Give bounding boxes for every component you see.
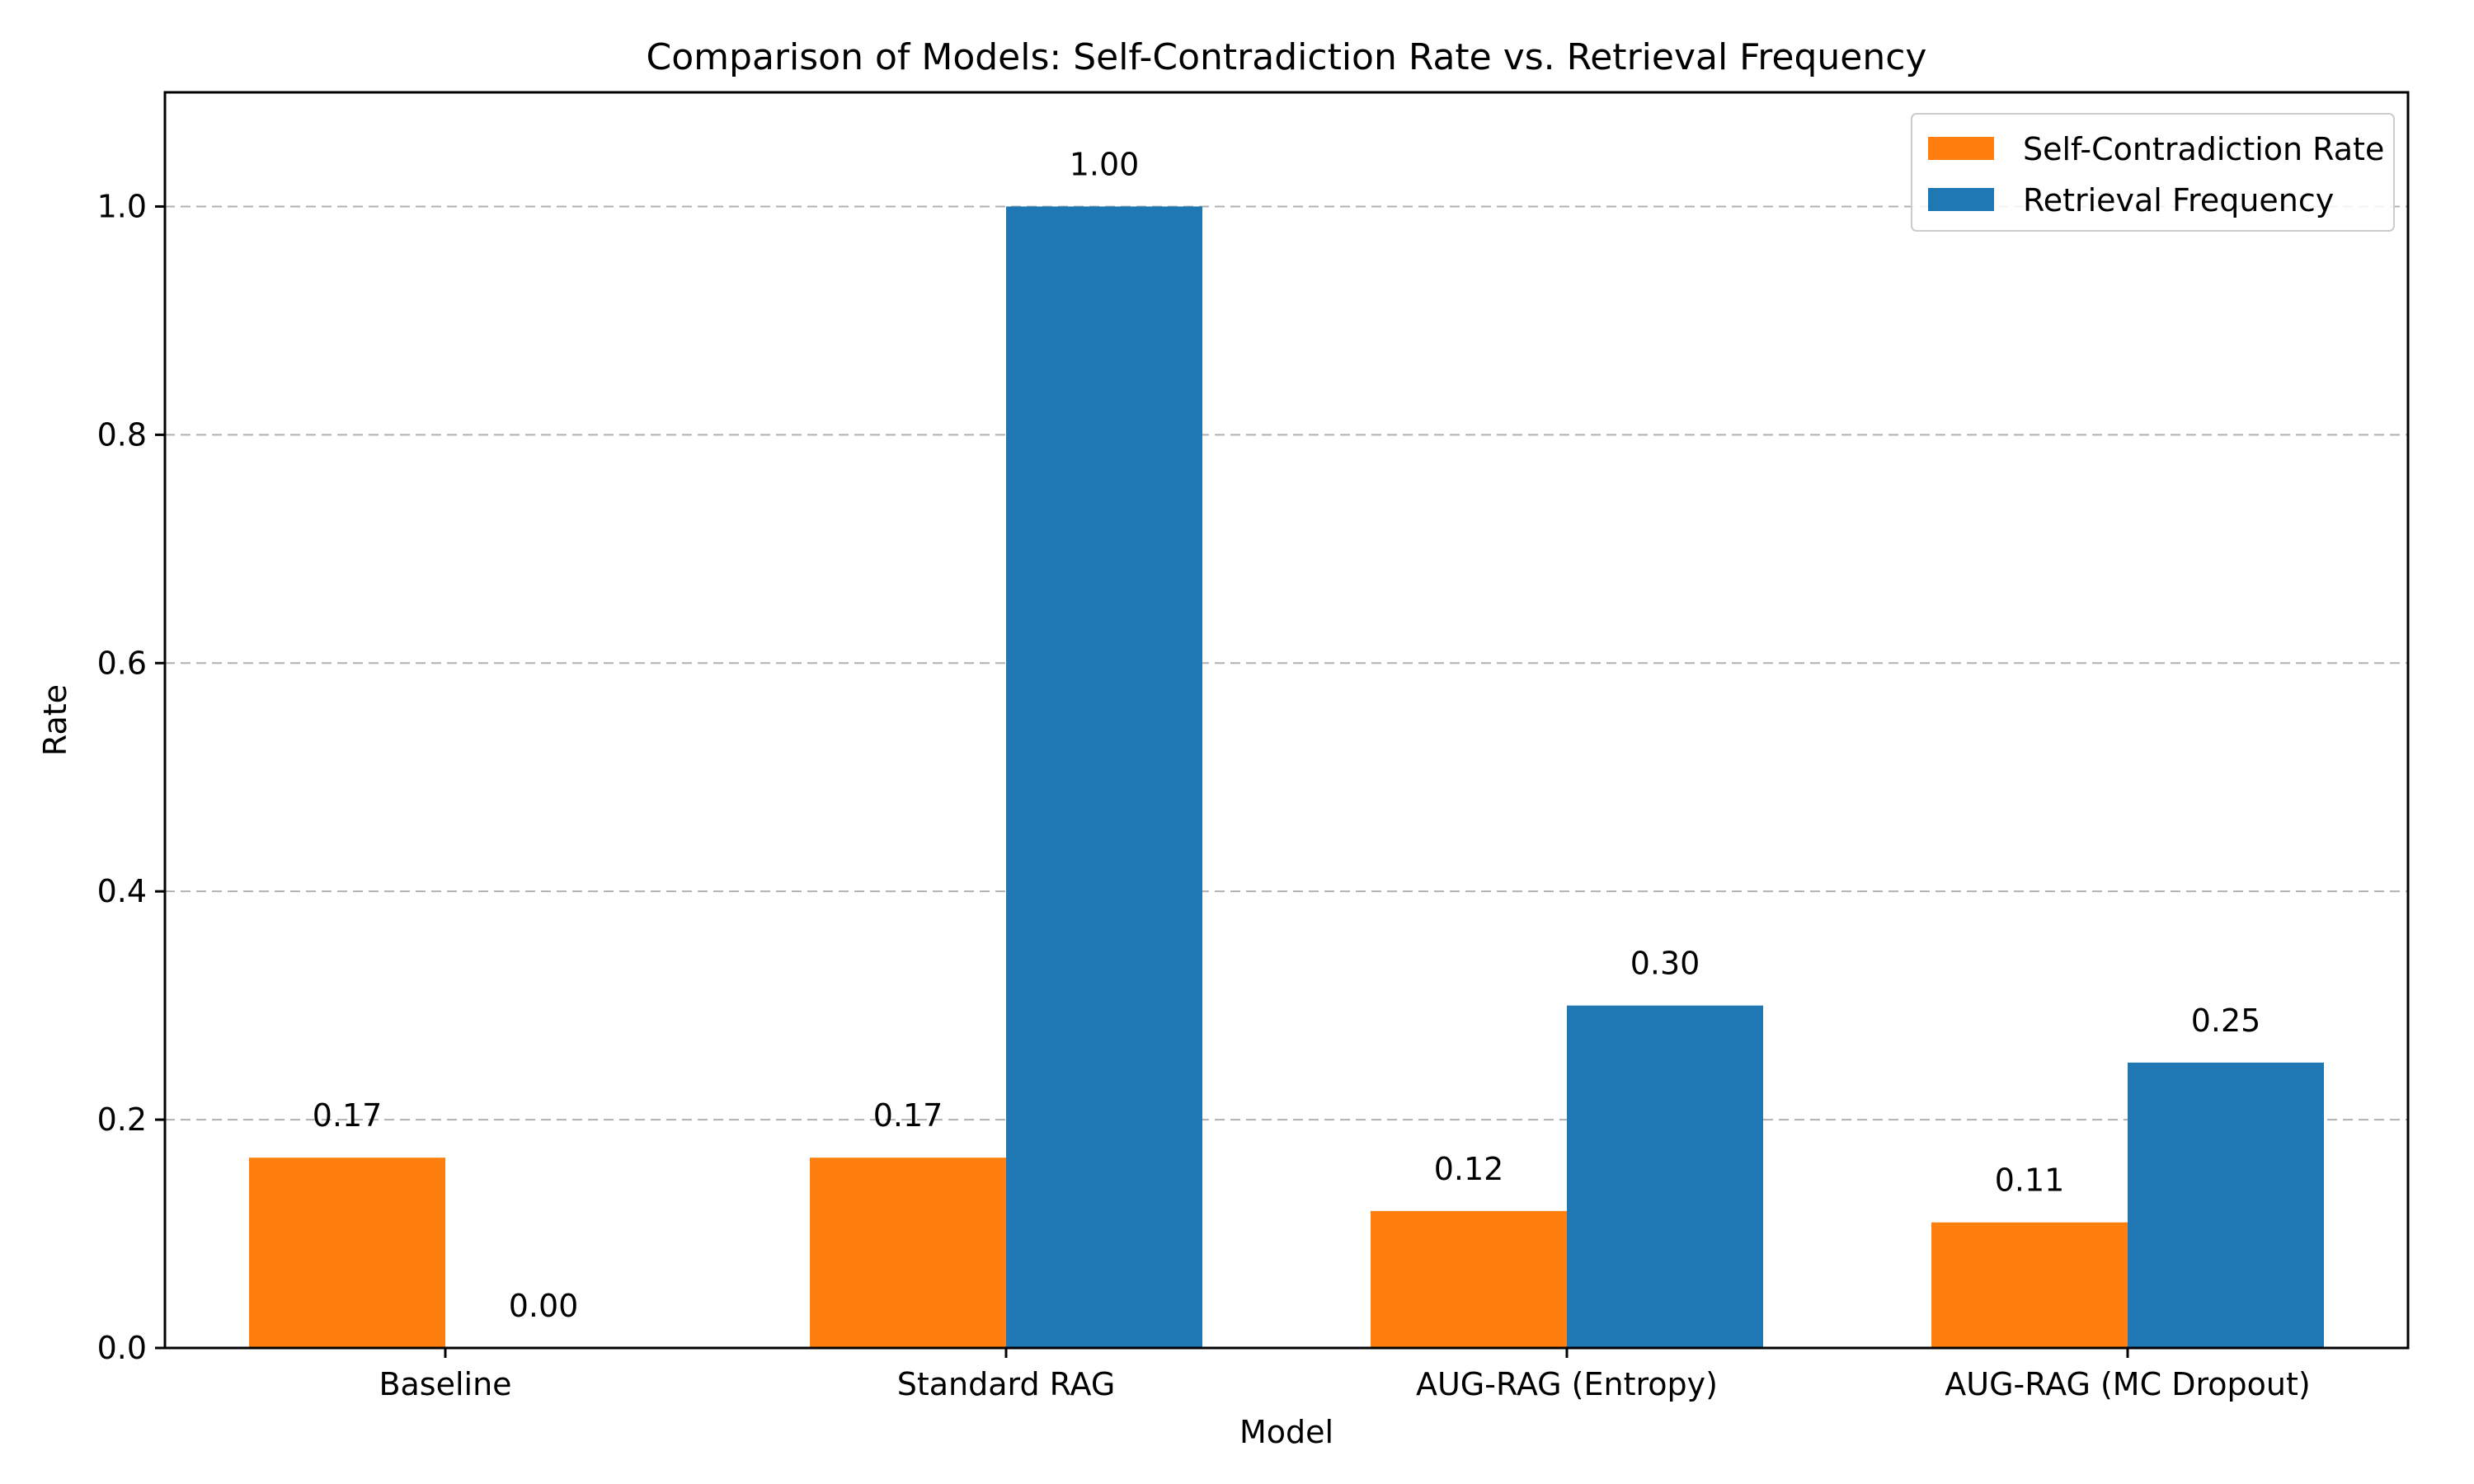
bar	[1371, 1210, 1567, 1348]
data-label: 0.12	[1434, 1151, 1504, 1187]
x-tick-label: Standard RAG	[897, 1366, 1116, 1402]
bar	[249, 1158, 445, 1348]
y-tick-label: 1.0	[97, 188, 147, 224]
data-label: 0.17	[873, 1097, 943, 1134]
legend-label: Retrieval Frequency	[2023, 182, 2334, 218]
bar	[810, 1158, 1006, 1348]
y-tick-label: 0.0	[97, 1330, 147, 1366]
x-tick-label: Baseline	[379, 1366, 511, 1402]
y-tick-label: 0.2	[97, 1101, 147, 1138]
legend-swatch	[1928, 188, 1994, 211]
data-label: 0.00	[509, 1288, 579, 1324]
bar	[1006, 206, 1202, 1348]
bar	[1567, 1005, 1763, 1348]
chart-title: Comparison of Models: Self-Contradiction…	[647, 36, 1927, 78]
legend-box	[1911, 113, 2395, 232]
plot-frame	[163, 91, 2410, 1350]
bars	[249, 206, 2324, 1348]
y-tick-label: 0.8	[97, 416, 147, 453]
data-label: 0.11	[1995, 1162, 2065, 1199]
data-label: 1.00	[1070, 146, 1140, 182]
grid-lines	[165, 205, 2408, 1121]
y-axis-label: Rate	[37, 684, 73, 756]
y-tick-label: 0.6	[97, 645, 147, 681]
data-label: 0.17	[313, 1097, 383, 1134]
x-axis-ticks: Baseline Standard RAG AUG-RAG (Entropy) AUG…	[379, 1348, 2311, 1402]
x-axis-label: Model	[1239, 1414, 1333, 1450]
x-tick-label: AUG-RAG (Entropy)	[1416, 1366, 1718, 1402]
legend-swatch	[1928, 137, 1994, 160]
y-tick-label: 0.4	[97, 873, 147, 909]
legend-label: Self-Contradiction Rate	[2023, 131, 2384, 167]
data-label: 0.25	[2191, 1003, 2261, 1039]
y-axis-ticks: 0.0 0.2 0.4 0.6 0.8 1.0	[97, 188, 165, 1366]
legend: Self-Contradiction Rate Retrieval Frequen…	[1911, 113, 2395, 232]
data-label: 0.30	[1630, 946, 1700, 982]
bar	[1931, 1222, 2128, 1348]
bar	[2128, 1062, 2324, 1348]
x-tick-label: AUG-RAG (MC Dropout)	[1945, 1366, 2310, 1402]
data-labels: 0.17 0.00 0.17 1.00 0.12 0.30 0.11 0.25	[313, 146, 2261, 1324]
